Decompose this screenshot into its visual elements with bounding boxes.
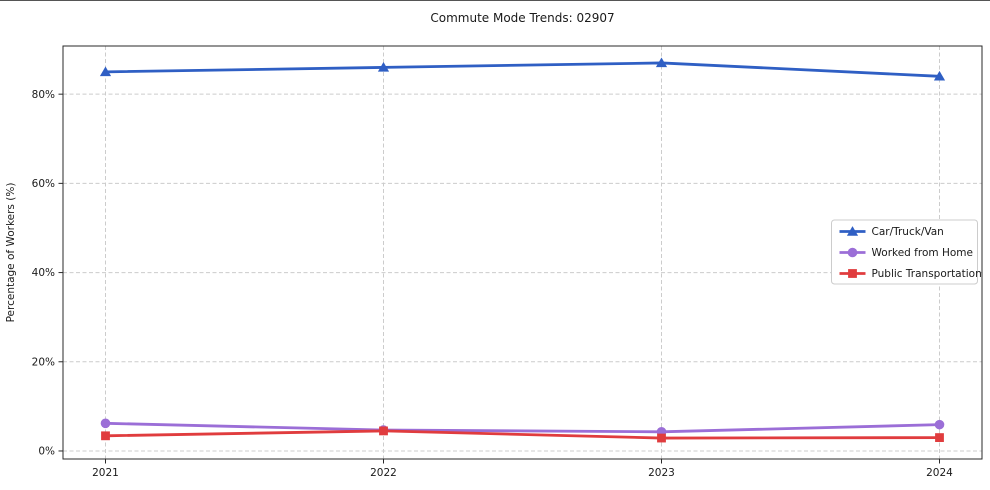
circle-marker-worked-from-home xyxy=(100,418,111,429)
triangle-marker-car-truck-van xyxy=(99,66,112,77)
square-marker-public-transportation xyxy=(657,433,666,443)
chart-title: Commute Mode Trends: 02907 xyxy=(430,11,614,25)
legend-box xyxy=(831,219,978,285)
legend: Car/Truck/Van Worked from Home Public Tran… xyxy=(831,219,982,285)
x-tick-label: 2023 xyxy=(648,467,675,479)
legend-triangle-icon xyxy=(846,226,859,236)
y-tick-label: 40% xyxy=(32,267,55,279)
legend-square-icon xyxy=(848,269,857,278)
legend-label-worked-from-home: Worked from Home xyxy=(872,247,973,259)
series-car-truck-van xyxy=(99,57,946,81)
y-tick-label: 80% xyxy=(32,89,55,101)
y-tick-label: 0% xyxy=(38,446,55,458)
y-tick-label: 60% xyxy=(32,178,55,190)
series-public-transportation xyxy=(101,426,944,443)
triangle-marker-car-truck-van xyxy=(655,57,668,68)
circle-marker-worked-from-home xyxy=(934,419,945,430)
series-line-public-transportation xyxy=(104,429,941,440)
square-marker-public-transportation xyxy=(935,433,944,442)
series-line-worked-from-home xyxy=(104,421,941,434)
square-marker-public-transportation xyxy=(379,426,388,436)
legend-label-car-truck-van: Car/Truck/Van xyxy=(872,226,944,238)
triangle-marker-car-truck-van xyxy=(933,70,946,81)
x-tick-label: 2024 xyxy=(926,467,953,479)
legend-label-public-transportation: Public Transportation xyxy=(872,268,982,280)
plot-spines xyxy=(62,45,983,460)
square-marker-public-transportation xyxy=(101,431,110,441)
plot-area: 0% 20% 40% 60% 80% 2021 2022 2023 2024 Car/Truck/… xyxy=(32,45,983,479)
x-tick-label: 2021 xyxy=(92,467,119,479)
x-tick-label: 2022 xyxy=(370,467,397,479)
legend-item-car-truck-van: Car/Truck/Van xyxy=(839,226,944,238)
legend-item-worked-from-home: Worked from Home xyxy=(839,247,973,259)
triangle-marker-car-truck-van xyxy=(377,62,390,72)
y-tick-label: 20% xyxy=(32,356,55,368)
series-line-car-truck-van xyxy=(104,61,941,78)
y-axis-label: Percentage of Workers (%) xyxy=(5,183,17,323)
legend-item-public-transportation: Public Transportation xyxy=(839,268,982,280)
legend-circle-icon xyxy=(847,247,858,258)
